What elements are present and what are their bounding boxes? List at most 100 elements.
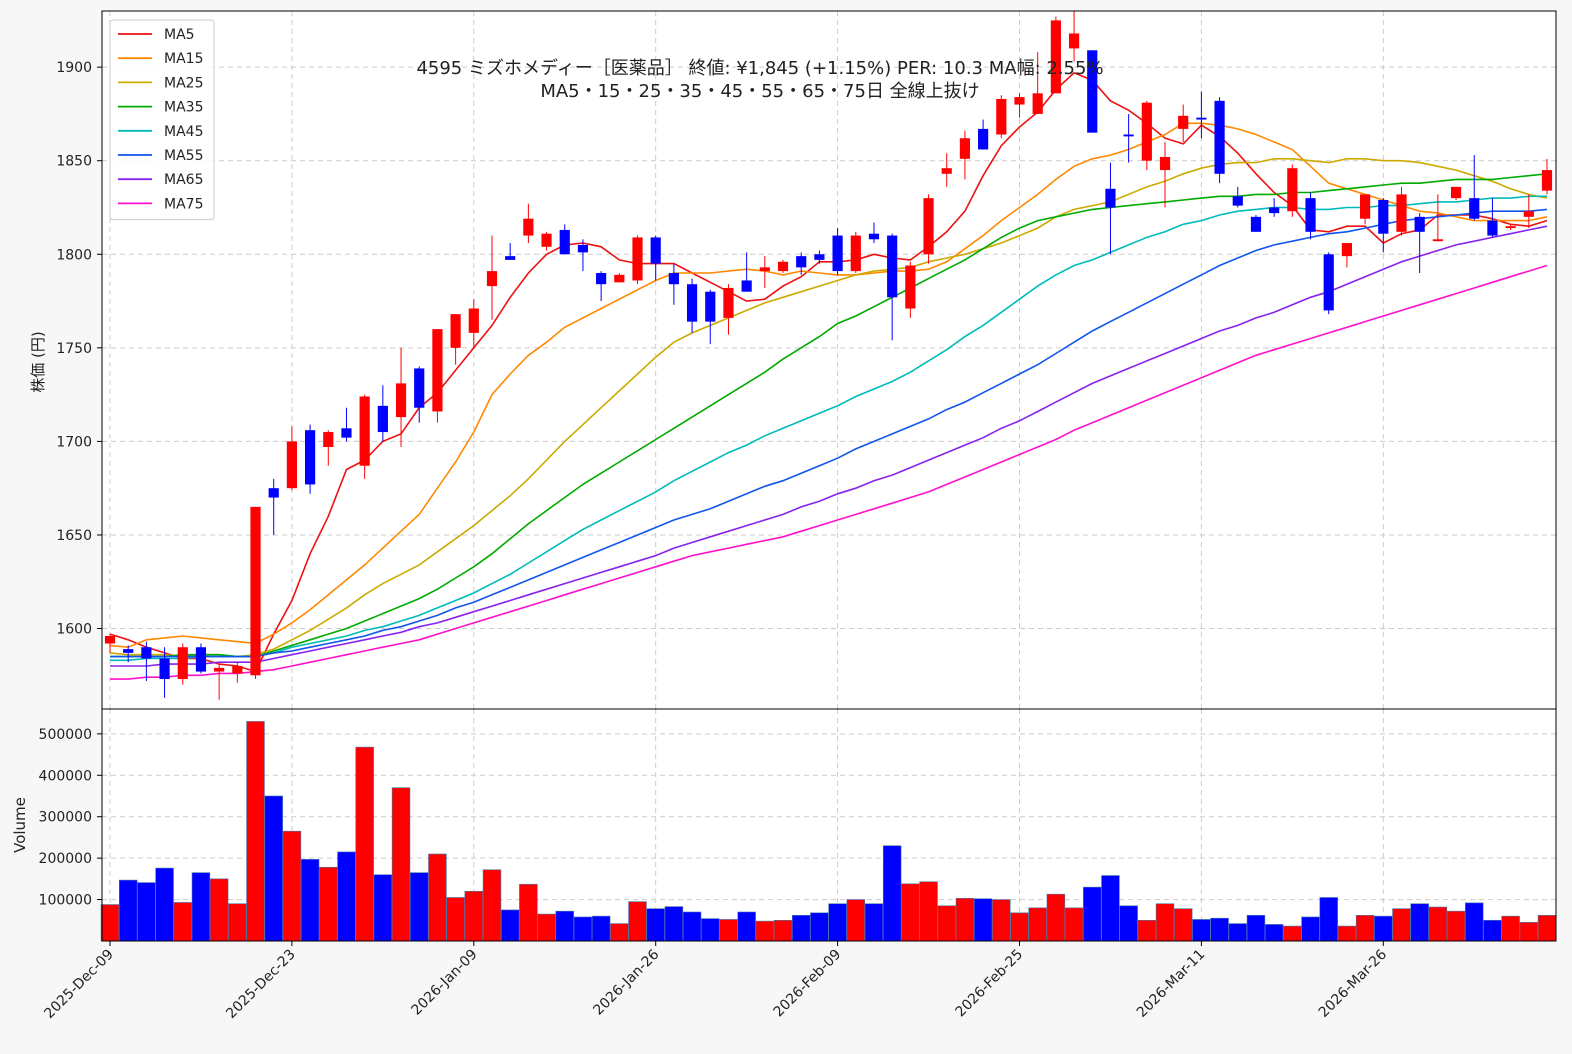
- volume-bar: [1428, 906, 1448, 942]
- candle-body: [468, 308, 479, 333]
- candle: [541, 231, 552, 251]
- candle: [1014, 93, 1025, 118]
- price-tick-label: 1800: [56, 247, 92, 263]
- candle: [1178, 104, 1189, 142]
- candle: [1196, 91, 1207, 139]
- candle-body: [159, 658, 170, 680]
- candle: [796, 252, 807, 275]
- candle: [268, 478, 279, 535]
- candle: [1214, 97, 1225, 184]
- candle: [996, 95, 1007, 139]
- volume-bar: [155, 867, 174, 942]
- candle-body: [214, 667, 225, 672]
- candle: [741, 252, 752, 292]
- candle-body: [377, 405, 388, 433]
- candle: [941, 153, 952, 187]
- volume-bar: [446, 897, 465, 942]
- volume-bar: [664, 906, 684, 942]
- volume-bar: [100, 904, 120, 942]
- chart-title-line2: MA5・15・25・35・45・55・65・75日 全線上抜け: [540, 81, 979, 102]
- candle: [814, 250, 825, 264]
- candle: [632, 235, 643, 285]
- candle-body: [1414, 216, 1425, 232]
- volume-tick-label: 100000: [39, 893, 92, 909]
- candle: [486, 235, 498, 320]
- ma-line-ma75: [110, 264, 1548, 680]
- candle-body: [414, 368, 425, 408]
- candle: [650, 235, 661, 281]
- candle-body: [814, 254, 825, 260]
- candle: [1250, 214, 1262, 232]
- volume-bar: [701, 918, 720, 942]
- candle-body: [359, 396, 370, 466]
- candle: [1414, 213, 1425, 273]
- volume-bar: [719, 919, 738, 942]
- candle-body: [1232, 196, 1243, 206]
- volume-bar: [810, 912, 829, 942]
- chart-title-line1: 4595 ミズホメディー［医薬品］ 終値: ¥1,845 (+1.15%) PE…: [416, 58, 1103, 79]
- volume-bar: [410, 872, 429, 942]
- price-plot-area: [102, 11, 1556, 709]
- price-panel: 1600 1650 1700 1750 1800 1850 1900 株価 (円) 4595…: [29, 10, 1557, 710]
- volume-bar: [955, 898, 975, 942]
- volume-bar: [482, 869, 502, 942]
- candle-body: [559, 229, 570, 255]
- candle-body: [268, 488, 279, 498]
- candlesticks: [104, 11, 1553, 700]
- volume-bar: [846, 899, 865, 942]
- volume-bar: [755, 920, 775, 942]
- candle-body: [941, 168, 952, 174]
- candle: [596, 271, 607, 302]
- candle-body: [1141, 102, 1152, 161]
- volume-bar: [1210, 917, 1229, 942]
- volume-bar: [773, 919, 793, 942]
- volume-bar: [628, 901, 647, 942]
- candle: [1287, 164, 1298, 217]
- volume-y-axis-label: Volume: [11, 797, 29, 853]
- candle-body: [923, 198, 934, 255]
- legend-item: MA55: [118, 148, 203, 164]
- candle: [1487, 198, 1498, 238]
- volume-bar: [1337, 925, 1357, 942]
- candle-body: [850, 235, 861, 272]
- price-tick-label: 1700: [56, 434, 92, 450]
- volume-bar: [228, 903, 247, 942]
- candle-body: [705, 291, 716, 322]
- candle: [1469, 155, 1480, 221]
- candle-body: [905, 265, 916, 309]
- candle-body: [1032, 93, 1043, 114]
- candle-body: [1396, 194, 1407, 232]
- candle-body: [1068, 33, 1080, 49]
- volume-bar: [1064, 907, 1084, 942]
- volume-bar: [537, 913, 556, 942]
- volume-tick-label: 200000: [39, 851, 92, 867]
- volume-bar: [1173, 908, 1193, 942]
- volume-bar: [992, 899, 1011, 942]
- volume-bar: [464, 890, 484, 942]
- volume-bar: [118, 879, 138, 942]
- ma-line-ma35: [110, 173, 1548, 658]
- candle: [1360, 194, 1371, 225]
- price-tick-label: 1850: [56, 154, 92, 170]
- volume-bar: [1155, 903, 1175, 942]
- candle: [341, 407, 352, 442]
- candle-body: [523, 218, 534, 236]
- legend-label: MA55: [164, 148, 203, 164]
- legend-label: MA25: [164, 75, 203, 91]
- legend-label: MA5: [164, 27, 195, 43]
- volume-bar: [1392, 908, 1411, 942]
- candle-body: [577, 244, 589, 253]
- candle-body: [668, 272, 679, 285]
- legend-item: MA75: [118, 196, 203, 212]
- volume-bar: [1446, 910, 1466, 942]
- candle-body: [796, 256, 807, 268]
- candle-body: [1432, 239, 1443, 242]
- legend-label: MA45: [164, 124, 203, 140]
- legend-item: MA65: [118, 172, 203, 188]
- candle: [868, 222, 880, 244]
- candle: [1050, 16, 1061, 94]
- volume-bar: [173, 902, 192, 942]
- candle-body: [686, 284, 698, 322]
- candle: [1159, 141, 1171, 208]
- candle-body: [395, 383, 407, 418]
